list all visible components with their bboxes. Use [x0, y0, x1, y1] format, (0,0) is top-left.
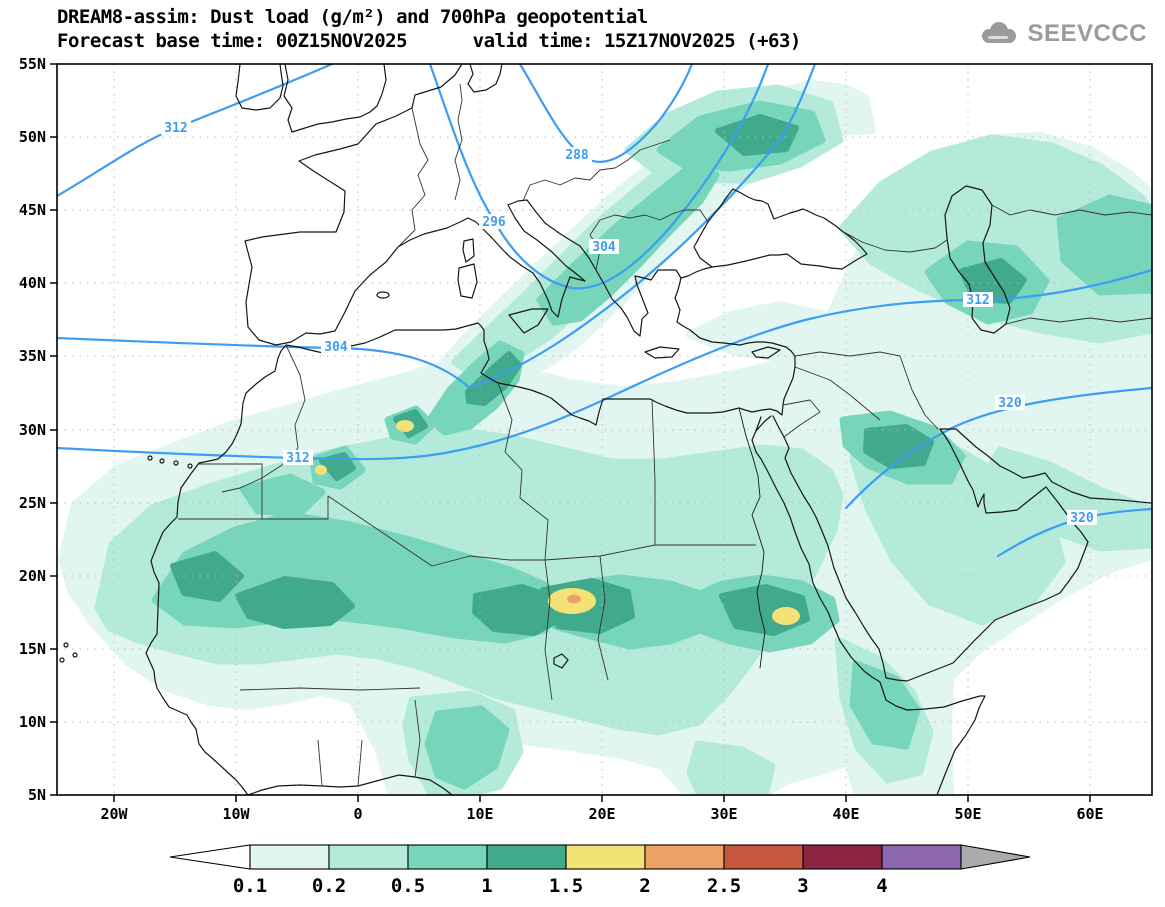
legend-value: 3	[797, 875, 808, 897]
legend-value: 0.1	[233, 875, 267, 897]
svg-text:312: 312	[966, 293, 989, 308]
y-tick-label: 50N	[19, 128, 46, 146]
svg-text:320: 320	[998, 396, 1022, 411]
seevccc-logo: SEEVCCC	[976, 20, 1147, 48]
contour-line-296	[428, 64, 770, 290]
x-tick-label: 10E	[466, 805, 493, 823]
legend-segment	[565, 844, 646, 870]
legend-value: 2.5	[707, 875, 741, 897]
x-tick-label: 20W	[100, 805, 128, 823]
contour-label: 312	[283, 450, 313, 466]
contour-label: 312	[161, 120, 191, 136]
svg-text:288: 288	[565, 148, 589, 163]
legend-segment	[407, 844, 488, 870]
svg-text:312: 312	[164, 121, 187, 136]
legend-value: 0.2	[312, 875, 346, 897]
y-tick-label: 40N	[19, 274, 46, 292]
dust-level-1	[170, 114, 1027, 636]
legend-value: 1.5	[549, 875, 583, 897]
svg-text:304: 304	[592, 240, 616, 255]
x-tick-label: 50E	[954, 805, 981, 823]
y-tick-label: 5N	[28, 786, 46, 804]
contour-label: 320	[995, 395, 1025, 411]
svg-text:320: 320	[1070, 511, 1094, 526]
country-borders	[178, 83, 1152, 787]
legend-value: 0.5	[391, 875, 425, 897]
y-tick-label: 20N	[19, 567, 46, 585]
dust-hotspot	[396, 420, 414, 432]
legend-segment	[249, 844, 330, 870]
legend-segment	[881, 844, 962, 870]
x-axis-labels: 20W 10W 0 10E 20E 30E 40E 50E 60E	[100, 805, 1103, 823]
forecast-time-subtitle: Forecast base time: 00Z15NOV2025 valid t…	[57, 30, 801, 52]
legend-segment	[723, 844, 804, 870]
legend-labels: 0.1 0.2 0.5 1 1.5 2 2.5 3 4	[233, 875, 888, 897]
coastlines	[59, 64, 1152, 795]
contour-label: 312	[963, 292, 993, 308]
dust-level-2	[567, 594, 581, 604]
x-tick-label: 20E	[588, 805, 615, 823]
legend-arrow-left	[169, 844, 251, 870]
logo-text: SEEVCCC	[1027, 20, 1147, 47]
legend-value: 1	[481, 875, 492, 897]
legend-value: 4	[876, 875, 887, 897]
y-tick-label: 15N	[19, 640, 46, 658]
legend-value: 2	[639, 875, 650, 897]
cloud-icon	[982, 22, 1017, 43]
contour-labels: 312 288 296 304 312	[161, 120, 1097, 526]
legend-segment	[486, 844, 567, 870]
legend-arrow-right	[960, 844, 1031, 870]
svg-text:312: 312	[286, 451, 309, 466]
x-tick-label: 0	[353, 805, 362, 823]
contour-label: 296	[479, 214, 509, 230]
contour-line-320-upper	[844, 386, 1152, 510]
x-tick-label: 40E	[832, 805, 859, 823]
dust-hotspot	[772, 607, 800, 625]
x-tick-label: 60E	[1076, 805, 1103, 823]
contour-line-304	[57, 64, 817, 390]
x-tick-label: 30E	[710, 805, 737, 823]
y-tick-label: 25N	[19, 494, 46, 512]
legend-segment	[802, 844, 883, 870]
contour-label: 304	[589, 239, 619, 255]
axis-ticks	[50, 63, 1091, 802]
legend-segment	[644, 844, 725, 870]
y-axis-labels: 55N 50N 45N 40N 35N 30N 25N 20N 15N 10N …	[19, 55, 46, 804]
page-title: DREAM8-assim: Dust load (g/m²) and 700hP…	[57, 6, 648, 28]
y-tick-label: 45N	[19, 201, 46, 219]
contour-label: 320	[1067, 510, 1097, 526]
y-tick-label: 10N	[19, 713, 46, 731]
dust-hotspot-core	[567, 594, 581, 604]
dust-hotspot	[315, 465, 327, 475]
y-tick-label: 35N	[19, 347, 46, 365]
legend-colorbar	[169, 844, 1031, 870]
y-tick-label: 55N	[19, 55, 46, 73]
svg-text:304: 304	[324, 340, 348, 355]
svg-text:296: 296	[482, 215, 506, 230]
contour-line-288	[518, 64, 694, 163]
contour-label: 288	[562, 147, 592, 163]
x-tick-label: 10W	[222, 805, 250, 823]
y-tick-label: 30N	[19, 421, 46, 439]
contour-label: 304	[321, 339, 351, 355]
legend-segment	[328, 844, 409, 870]
